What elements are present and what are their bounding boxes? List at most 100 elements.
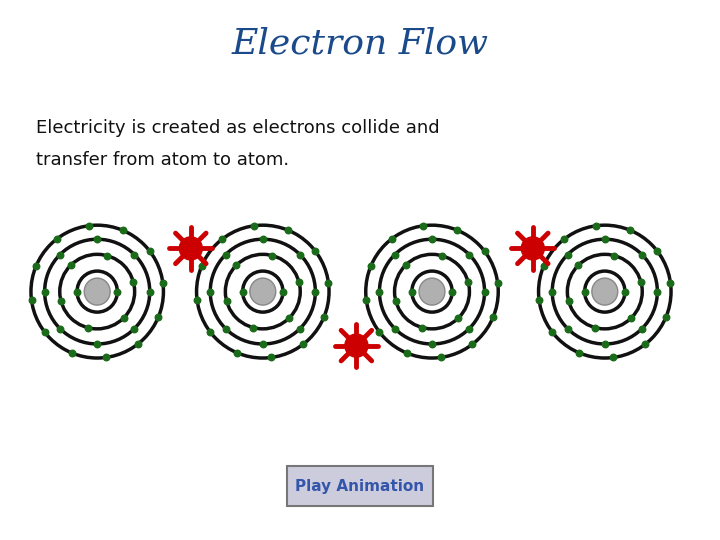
Point: [82, 323, 94, 332]
Point: [71, 287, 83, 296]
Point: [26, 296, 37, 305]
Point: [293, 278, 305, 286]
Point: [636, 325, 648, 333]
Point: [652, 247, 663, 255]
Point: [389, 325, 400, 333]
Point: [599, 235, 611, 244]
Point: [132, 340, 143, 349]
Point: [157, 279, 168, 287]
Point: [579, 287, 590, 296]
Point: [310, 287, 321, 296]
Point: [436, 251, 447, 260]
Point: [153, 313, 164, 321]
Point: [66, 349, 78, 357]
Point: [446, 287, 458, 296]
Point: [635, 278, 647, 286]
Point: [277, 287, 289, 296]
Point: [386, 234, 397, 243]
Point: [538, 262, 549, 271]
Point: [204, 328, 216, 336]
Circle shape: [179, 237, 202, 260]
Point: [196, 262, 207, 271]
Point: [590, 221, 602, 230]
Point: [51, 234, 63, 243]
Point: [389, 250, 400, 259]
Point: [462, 278, 474, 286]
Point: [608, 353, 619, 362]
Point: [574, 349, 585, 357]
Point: [563, 297, 575, 306]
Point: [220, 250, 231, 259]
Point: [546, 328, 558, 336]
Point: [660, 313, 672, 321]
Point: [599, 340, 611, 348]
Ellipse shape: [84, 278, 110, 305]
Point: [665, 279, 676, 287]
Point: [534, 296, 545, 305]
Point: [467, 340, 478, 349]
Point: [127, 278, 139, 286]
Point: [464, 325, 475, 333]
Point: [192, 296, 203, 305]
Point: [652, 287, 663, 296]
Text: Electron Flow: Electron Flow: [232, 26, 488, 60]
Point: [418, 221, 429, 230]
Point: [401, 349, 413, 357]
Point: [365, 262, 377, 271]
Point: [30, 262, 42, 271]
Point: [237, 287, 248, 296]
Point: [204, 287, 216, 296]
Point: [426, 235, 438, 244]
Point: [453, 314, 464, 322]
Point: [232, 349, 243, 357]
Point: [562, 250, 573, 259]
Ellipse shape: [419, 278, 445, 305]
Point: [639, 340, 651, 349]
Point: [91, 340, 103, 348]
Ellipse shape: [592, 278, 618, 305]
Point: [492, 279, 503, 287]
Circle shape: [521, 237, 544, 260]
Text: transfer from atom to atom.: transfer from atom to atom.: [36, 151, 289, 169]
Point: [323, 279, 334, 287]
Point: [100, 353, 112, 362]
Point: [129, 325, 140, 333]
Text: Electricity is created as electrons collide and: Electricity is created as electrons coll…: [36, 119, 440, 137]
Point: [435, 353, 446, 362]
Point: [562, 325, 573, 333]
Point: [248, 221, 260, 230]
Point: [65, 261, 76, 269]
Point: [636, 250, 648, 259]
Point: [117, 226, 128, 234]
Point: [118, 314, 130, 322]
Point: [39, 287, 50, 296]
Point: [54, 325, 66, 333]
Point: [284, 314, 295, 322]
Point: [230, 261, 242, 269]
Point: [39, 328, 50, 336]
Point: [220, 325, 231, 333]
Point: [257, 235, 269, 244]
Point: [590, 323, 601, 332]
Point: [129, 250, 140, 259]
Point: [318, 313, 330, 321]
Point: [546, 287, 558, 296]
Point: [144, 287, 156, 296]
Point: [310, 247, 321, 255]
Point: [294, 250, 306, 259]
Point: [479, 287, 490, 296]
Point: [479, 247, 490, 255]
Point: [624, 226, 636, 234]
Point: [266, 353, 277, 362]
Point: [572, 261, 584, 269]
Point: [144, 247, 156, 255]
Point: [361, 296, 372, 305]
FancyBboxPatch shape: [287, 466, 433, 506]
Point: [374, 287, 385, 296]
Point: [217, 234, 228, 243]
Point: [608, 251, 620, 260]
Point: [619, 287, 631, 296]
Text: Play Animation: Play Animation: [295, 478, 425, 494]
Point: [406, 287, 418, 296]
Point: [426, 340, 438, 348]
